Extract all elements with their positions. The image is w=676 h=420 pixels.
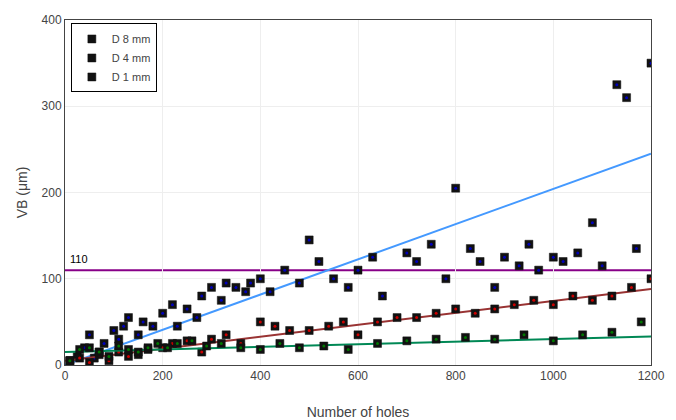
svg-text:1200: 1200 xyxy=(638,369,665,383)
svg-text:600: 600 xyxy=(348,369,368,383)
svg-text:D 4 mm: D 4 mm xyxy=(112,52,151,64)
svg-text:1000: 1000 xyxy=(540,369,567,383)
svg-text:110: 110 xyxy=(70,253,88,265)
svg-text:100: 100 xyxy=(42,272,62,286)
svg-text:Number of holes: Number of holes xyxy=(307,404,410,420)
svg-text:400: 400 xyxy=(250,369,270,383)
svg-text:200: 200 xyxy=(42,186,62,200)
svg-text:D 1 mm: D 1 mm xyxy=(112,71,151,83)
svg-text:200: 200 xyxy=(153,369,173,383)
svg-text:VB (μm): VB (μm) xyxy=(14,167,30,219)
svg-text:0: 0 xyxy=(62,369,69,383)
svg-text:800: 800 xyxy=(446,369,466,383)
svg-text:0: 0 xyxy=(55,358,62,372)
svg-text:300: 300 xyxy=(42,99,62,113)
svg-text:D 8 mm: D 8 mm xyxy=(112,33,151,45)
svg-text:400: 400 xyxy=(42,13,62,27)
